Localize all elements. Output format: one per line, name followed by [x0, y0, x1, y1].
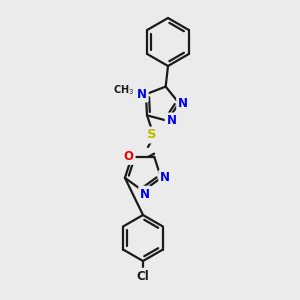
Text: N: N: [178, 97, 188, 110]
Text: Cl: Cl: [136, 269, 149, 283]
Text: CH$_3$: CH$_3$: [113, 83, 134, 97]
Text: O: O: [124, 150, 134, 163]
Text: N: N: [137, 88, 147, 101]
Text: N: N: [160, 171, 170, 184]
Text: N: N: [167, 114, 176, 127]
Text: N: N: [140, 188, 150, 200]
Text: S: S: [147, 128, 157, 142]
